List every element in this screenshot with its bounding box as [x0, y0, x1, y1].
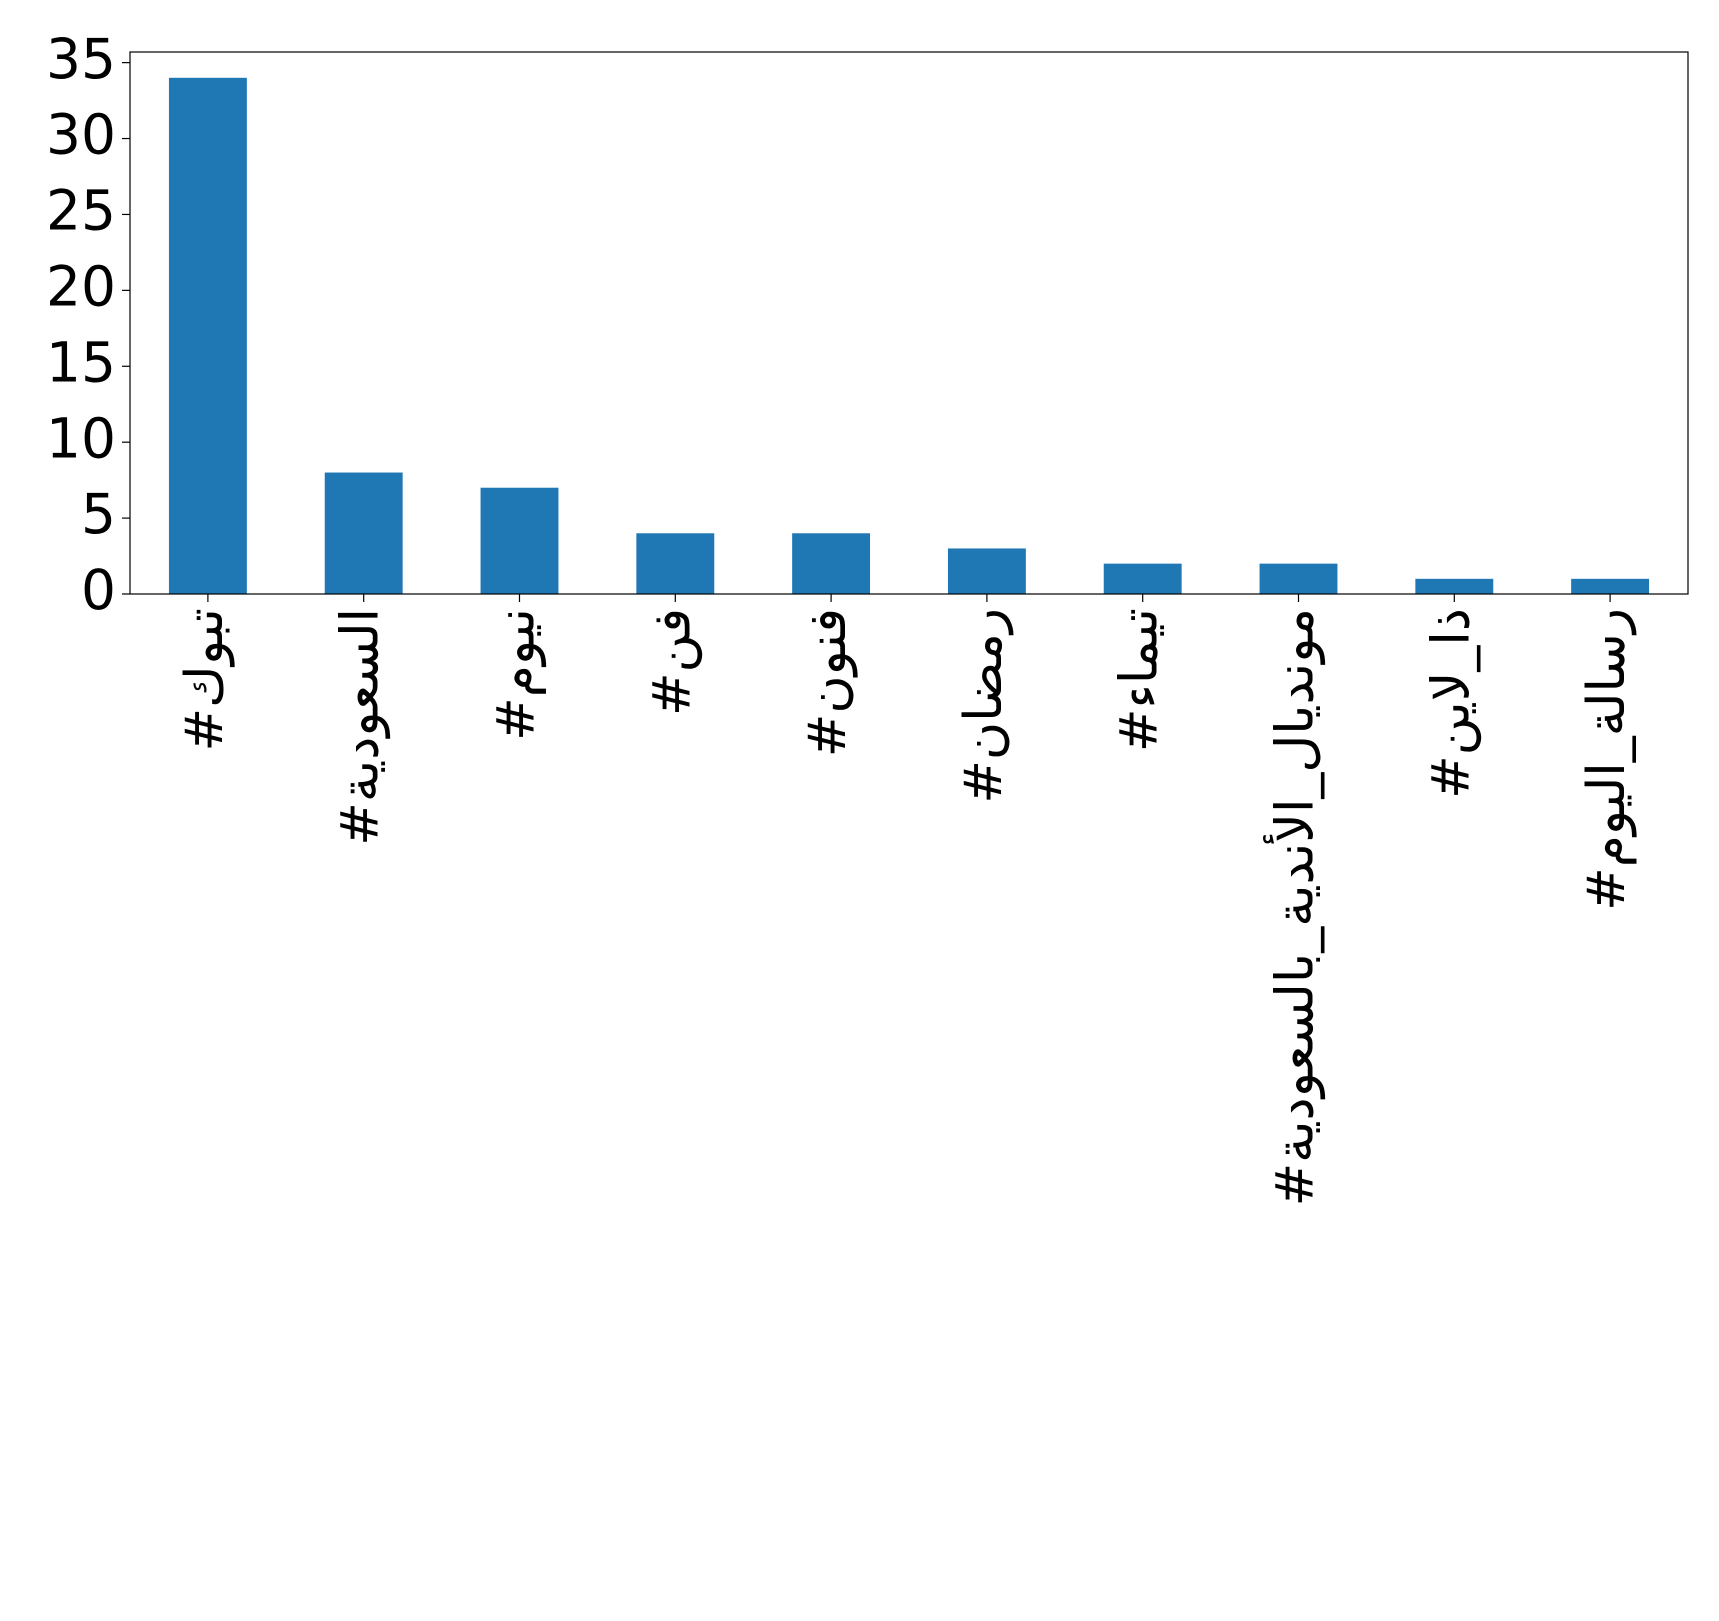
- bar: [1103, 563, 1182, 594]
- y-tick-label: 35: [46, 27, 116, 91]
- x-tick-label: #نيوم: [487, 608, 547, 741]
- bar: [324, 472, 403, 594]
- x-tick-label: #ذا_لاين: [1421, 608, 1481, 799]
- x-tick-label: #تيماء: [1110, 608, 1170, 752]
- x-tick-label: #فنون: [798, 608, 858, 757]
- y-tick-label: 15: [46, 330, 116, 394]
- bar: [1415, 578, 1494, 594]
- x-tick-label: #مونديال_الأندية_بالسعودية: [1263, 608, 1326, 1206]
- bar: [792, 533, 871, 594]
- bar: [1571, 578, 1650, 594]
- y-tick-label: 20: [46, 254, 116, 318]
- x-tick-label: #رمضان: [954, 608, 1014, 804]
- y-tick-label: 25: [46, 179, 116, 243]
- y-tick-label: 30: [46, 103, 116, 167]
- y-tick-label: 0: [81, 558, 116, 622]
- y-tick-label: 5: [81, 482, 116, 546]
- plot-frame: [129, 51, 1689, 595]
- bar: [947, 548, 1026, 594]
- x-tick-label: #رسالة_اليوم: [1577, 608, 1637, 911]
- x-tick-label: #تبوك: [175, 608, 235, 751]
- bar: [636, 533, 715, 594]
- y-tick-label: 10: [46, 406, 116, 470]
- bar: [480, 487, 559, 594]
- bar: [1259, 563, 1338, 594]
- x-tick-label: #فن: [642, 608, 702, 716]
- bar: [168, 77, 247, 595]
- x-tick-label: #السعودية: [331, 608, 391, 846]
